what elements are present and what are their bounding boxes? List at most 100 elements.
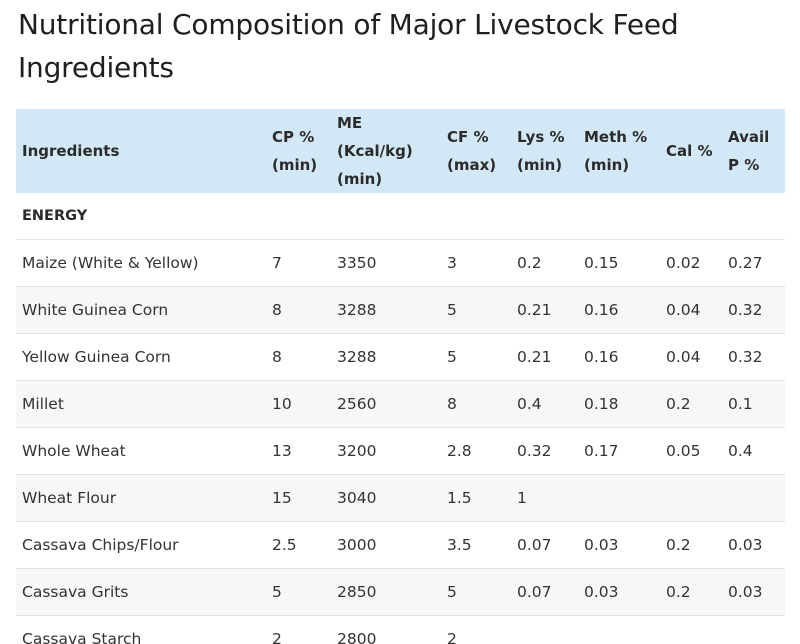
ingredient-name-cell: Cassava Chips/Flour <box>16 521 266 569</box>
table-cell <box>578 474 660 522</box>
table-cell: 3040 <box>331 474 441 522</box>
column-header: Avail P % <box>722 109 785 193</box>
ingredient-name-cell: Millet <box>16 380 266 428</box>
ingredient-name-cell: Cassava Starch <box>16 615 266 644</box>
table-row: Maize (White & Yellow) 7 3350 3 0.2 0.15 0.02 0… <box>16 239 785 287</box>
table-cell: 5 <box>441 286 511 334</box>
table-cell <box>722 474 785 522</box>
ingredient-name-cell: Wheat Flour <box>16 474 266 522</box>
table-cell: 0.05 <box>660 427 722 475</box>
table-cell: 2850 <box>331 568 441 616</box>
column-header: Lys % (min) <box>511 109 578 193</box>
column-header-line: P % <box>728 156 760 174</box>
table-cell: 0.02 <box>660 239 722 287</box>
ingredient-name-cell: Yellow Guinea Corn <box>16 333 266 381</box>
table-cell: 0.03 <box>578 521 660 569</box>
table-cell: 0.1 <box>722 380 785 428</box>
table-cell: 0.07 <box>511 521 578 569</box>
table-row: Cassava Chips/Flour 2.5 3000 3.5 0.07 0.03 0.2… <box>16 521 785 569</box>
table-cell: 0.21 <box>511 286 578 334</box>
column-header-line: Lys % <box>517 128 565 146</box>
table-cell: 3200 <box>331 427 441 475</box>
table-cell: 0.2 <box>511 239 578 287</box>
column-header-line: Cal % <box>666 142 713 160</box>
table-cell <box>578 615 660 644</box>
table-cell: 1 <box>511 474 578 522</box>
ingredient-name-cell: White Guinea Corn <box>16 286 266 334</box>
table-cell: 7 <box>266 239 331 287</box>
table-cell: 0.2 <box>660 380 722 428</box>
table-row: White Guinea Corn 8 3288 5 0.21 0.16 0.04 0.32 <box>16 286 785 334</box>
table-cell: 5 <box>441 333 511 381</box>
table-cell: 0.2 <box>660 568 722 616</box>
ingredient-name-cell: Cassava Grits <box>16 568 266 616</box>
column-header-line: (min) <box>337 170 383 188</box>
table-cell: 8 <box>266 286 331 334</box>
table-cell: 0.4 <box>511 380 578 428</box>
table-row: Yellow Guinea Corn 8 3288 5 0.21 0.16 0.04 0.32 <box>16 333 785 381</box>
nutrition-table: Ingredients CP % (min) ME (Kcal/kg) (min) CF … <box>16 109 785 644</box>
column-header: Meth % (min) <box>578 109 660 193</box>
column-header-line: (max) <box>447 156 497 174</box>
table-cell: 0.27 <box>722 239 785 287</box>
column-header: CF % (max) <box>441 109 511 193</box>
table-cell: 2 <box>266 615 331 644</box>
table-cell: 1.5 <box>441 474 511 522</box>
table-cell: 0.16 <box>578 286 660 334</box>
column-header: Ingredients <box>16 109 266 193</box>
table-cell: 0.03 <box>578 568 660 616</box>
column-header-line: CP % <box>272 128 315 146</box>
table-cell: 13 <box>266 427 331 475</box>
table-cell: 0.32 <box>722 286 785 334</box>
table-cell: 0.07 <box>511 568 578 616</box>
table-cell: 2800 <box>331 615 441 644</box>
table-cell: 3288 <box>331 333 441 381</box>
table-cell: 0.21 <box>511 333 578 381</box>
column-header: Cal % <box>660 109 722 193</box>
table-cell: 0.17 <box>578 427 660 475</box>
table-cell: 2 <box>441 615 511 644</box>
table-cell: 0.4 <box>722 427 785 475</box>
table-cell: 0.04 <box>660 333 722 381</box>
table-cell: 0.32 <box>511 427 578 475</box>
table-cell <box>511 615 578 644</box>
table-cell: 0.16 <box>578 333 660 381</box>
table-cell: 2560 <box>331 380 441 428</box>
table-cell: 5 <box>266 568 331 616</box>
table-row: Whole Wheat 13 3200 2.8 0.32 0.17 0.05 0.4 <box>16 427 785 475</box>
table-row: Cassava Starch 2 2800 2 <box>16 615 785 644</box>
column-header-line: Meth % <box>584 128 648 146</box>
table-cell: 8 <box>266 333 331 381</box>
table-cell <box>660 615 722 644</box>
section-row: ENERGY <box>16 193 785 240</box>
table-cell <box>660 474 722 522</box>
column-header-line: Avail <box>728 128 770 146</box>
table-cell: 0.18 <box>578 380 660 428</box>
table-row: Cassava Grits 5 2850 5 0.07 0.03 0.2 0.03 <box>16 568 785 616</box>
table-cell: 0.04 <box>660 286 722 334</box>
table-cell: 3350 <box>331 239 441 287</box>
column-header-line: CF % <box>447 128 489 146</box>
table-cell: 3288 <box>331 286 441 334</box>
table-cell: 0.03 <box>722 521 785 569</box>
table-cell: 15 <box>266 474 331 522</box>
table-cell: 8 <box>441 380 511 428</box>
ingredient-name-cell: Maize (White & Yellow) <box>16 239 266 287</box>
table-row: Millet 10 2560 8 0.4 0.18 0.2 0.1 <box>16 380 785 428</box>
table-cell: 10 <box>266 380 331 428</box>
ingredient-name-cell: Whole Wheat <box>16 427 266 475</box>
page-title: Nutritional Composition of Major Livesto… <box>18 8 679 84</box>
table-cell: 3 <box>441 239 511 287</box>
table-body: ENERGY Maize (White & Yellow) 7 3350 3 0.2 0.… <box>16 193 785 644</box>
table-row: Wheat Flour 15 3040 1.5 1 <box>16 474 785 522</box>
column-header: CP % (min) <box>266 109 331 193</box>
table-cell: 0.15 <box>578 239 660 287</box>
column-header-line: Ingredients <box>22 142 120 160</box>
table-cell: 3.5 <box>441 521 511 569</box>
table-cell: 0.32 <box>722 333 785 381</box>
table-cell: 3000 <box>331 521 441 569</box>
section-label-energy: ENERGY <box>22 208 88 224</box>
table-cell: 2.8 <box>441 427 511 475</box>
column-header: ME (Kcal/kg) (min) <box>331 109 441 193</box>
table-cell: 0.2 <box>660 521 722 569</box>
